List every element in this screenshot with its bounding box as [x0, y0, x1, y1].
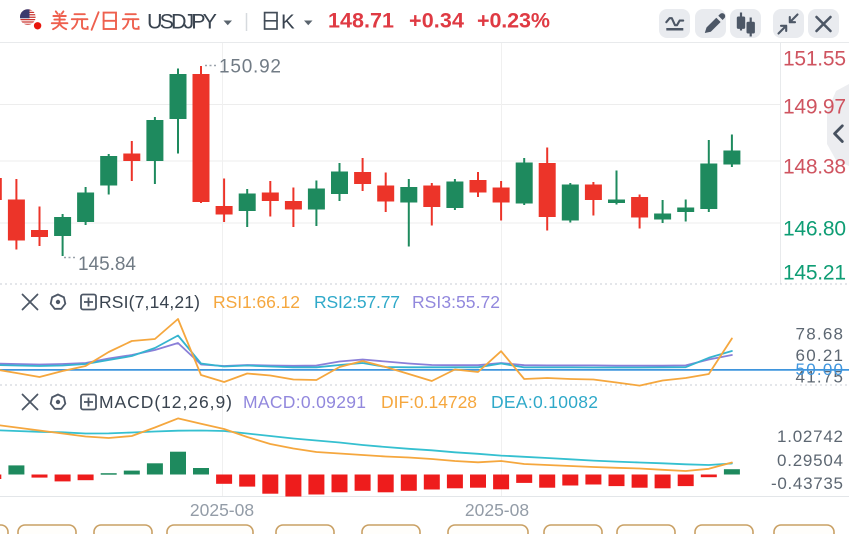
svg-text:50.00: 50.00 — [796, 360, 844, 379]
svg-text:78.68: 78.68 — [796, 325, 844, 344]
svg-text:DEA:0.10082: DEA:0.10082 — [491, 392, 598, 412]
svg-text:146.80: 146.80 — [783, 218, 846, 241]
svg-text:2025-08: 2025-08 — [465, 500, 529, 520]
svg-text:41.75: 41.75 — [796, 368, 844, 387]
svg-text:RSI3:55.72: RSI3:55.72 — [412, 292, 500, 312]
svg-text:K: K — [281, 11, 295, 34]
svg-text:USDJPY: USDJPY — [147, 10, 217, 34]
svg-text:+0.23%: +0.23% — [477, 9, 550, 33]
svg-text:RSI2:57.77: RSI2:57.77 — [314, 292, 400, 312]
svg-text:145.21: 145.21 — [783, 262, 846, 285]
svg-text:-0.43735: -0.43735 — [771, 474, 843, 493]
svg-text:MACD(12,26,9): MACD(12,26,9) — [99, 392, 232, 412]
svg-text:148.71: 148.71 — [328, 9, 394, 33]
svg-text:1.02742: 1.02742 — [777, 427, 843, 446]
svg-text:60.21: 60.21 — [796, 346, 844, 365]
svg-text:148.38: 148.38 — [783, 156, 846, 179]
svg-text:RSI1:66.12: RSI1:66.12 — [213, 292, 300, 312]
svg-text:RSI(7,14,21): RSI(7,14,21) — [99, 292, 200, 312]
svg-text:151.55: 151.55 — [783, 48, 846, 71]
svg-text:MACD:0.09291: MACD:0.09291 — [243, 392, 366, 412]
svg-text:2025-08: 2025-08 — [190, 500, 254, 520]
svg-text:DIF:0.14728: DIF:0.14728 — [381, 392, 477, 412]
svg-text:149.97: 149.97 — [783, 96, 846, 119]
svg-text:145.84: 145.84 — [78, 254, 136, 275]
svg-text:150.92: 150.92 — [219, 57, 281, 78]
svg-text:+0.34: +0.34 — [409, 9, 464, 33]
svg-text:0.29504: 0.29504 — [777, 451, 843, 470]
